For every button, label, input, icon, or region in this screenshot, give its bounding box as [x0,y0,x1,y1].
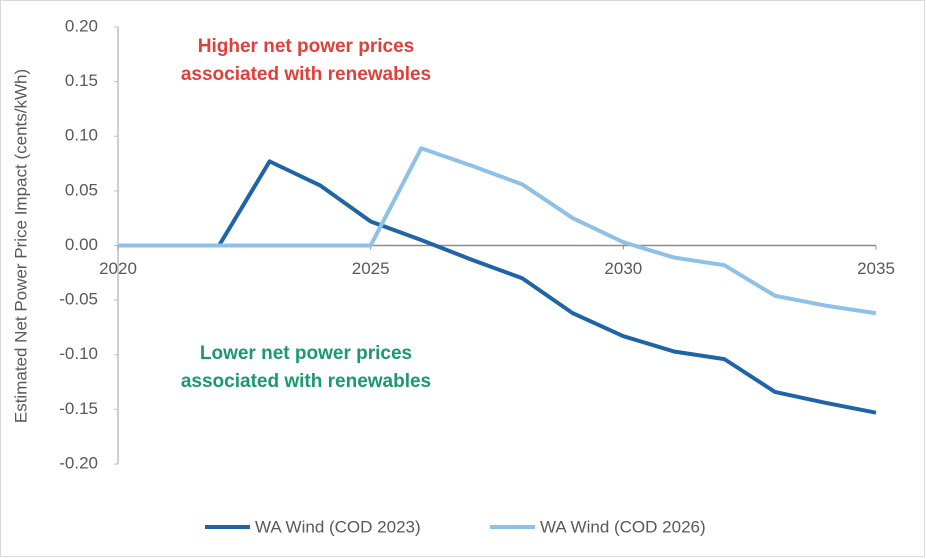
x-tick-label: 2030 [604,259,642,278]
legend-label: WA Wind (COD 2026) [540,517,706,536]
y-tick-label: 0.05 [65,180,98,199]
y-tick-label: 0.20 [65,16,98,35]
legend-label: WA Wind (COD 2023) [255,517,421,536]
annotation: Lower net power prices [200,343,412,364]
annotation: associated with renewables [181,371,431,392]
y-tick-label: -0.10 [59,344,98,363]
x-tick-label: 2020 [99,259,137,278]
annotation: Higher net power prices [198,36,414,57]
annotation: associated with renewables [181,64,431,85]
y-tick-label: 0.15 [65,71,98,90]
y-tick-label: -0.15 [59,399,98,418]
series-line [118,146,877,316]
y-tick-label: 0.00 [65,235,98,254]
y-tick-label: 0.10 [65,126,98,145]
x-tick-label: 2035 [857,259,895,278]
y-axis-title: Estimated Net Power Price Impact (cents/… [11,69,30,423]
x-tick-label: 2025 [352,259,390,278]
series-line [118,159,877,415]
y-tick-label: -0.20 [59,453,98,472]
y-tick-label: -0.05 [59,290,98,309]
